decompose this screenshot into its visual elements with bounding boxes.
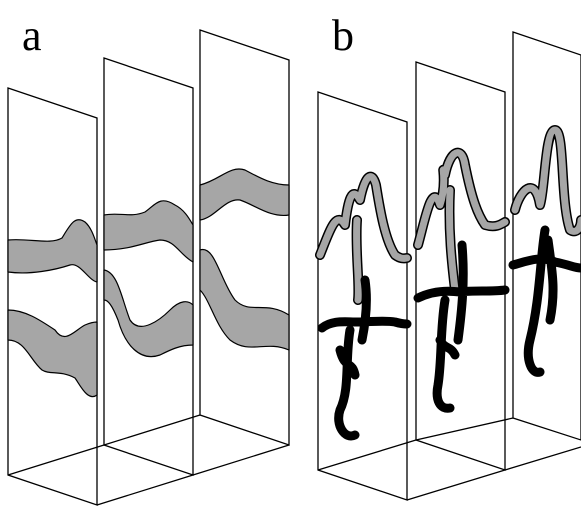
structure <box>418 245 505 408</box>
plane <box>200 30 289 445</box>
band <box>8 220 97 282</box>
band <box>200 250 289 350</box>
figure: a b <box>0 0 581 517</box>
panel-b <box>318 32 581 500</box>
plane <box>8 88 97 505</box>
band <box>104 270 193 357</box>
plane <box>104 58 193 475</box>
band <box>200 169 289 220</box>
band <box>104 201 193 262</box>
panel-label: b <box>332 11 354 60</box>
band <box>8 310 97 397</box>
structure <box>513 230 581 372</box>
panel-a <box>8 30 289 505</box>
panel-label: a <box>22 11 42 60</box>
structure <box>322 280 407 436</box>
floor <box>407 447 581 500</box>
